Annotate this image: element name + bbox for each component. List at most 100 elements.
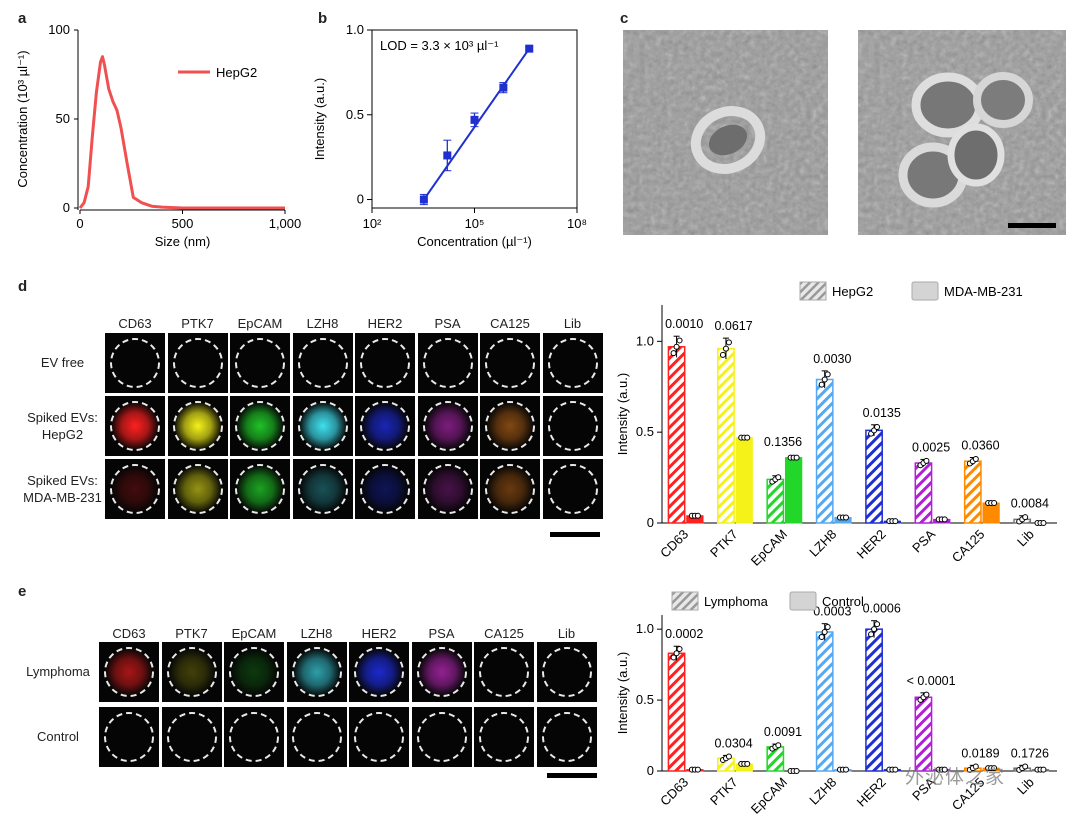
well-outline [235,464,285,514]
p-value-label: 0.0135 [863,406,901,420]
signal-glow [236,402,284,450]
well-outline [354,712,404,762]
well-outline [291,647,342,697]
y-tick-label: 0.5 [636,424,654,439]
legend-label: MDA-MB-231 [944,284,1023,299]
replicate-dot [842,514,849,521]
micrograph-cell [536,642,597,702]
y-axis-label: Intensity (a.u.) [615,373,630,455]
column-header: EpCAM [237,316,283,331]
x-tick-label: PTK7 [707,527,741,561]
signal-glow [111,465,159,513]
micrograph-cell [542,333,603,393]
micrograph-cell [286,642,347,702]
micrograph-signal [297,401,348,451]
micrograph-signal [110,401,160,451]
column-header: PSA [434,316,461,331]
signal-glow [361,402,409,450]
replicate-dot [818,634,825,641]
replicate-dot [1022,514,1029,521]
replicate-dot [775,742,782,749]
well-outline [541,712,592,762]
micrograph-signal [547,464,598,514]
y-tick-label: 0 [647,515,654,530]
y-tick-label: 50 [56,111,70,126]
signal-glow [486,402,534,450]
bar-hepg2 [865,429,883,524]
x-tick-label: 10² [363,216,382,231]
panel-label-b: b [318,10,328,27]
replicate-dot [793,454,800,461]
micrograph-signal [291,647,342,697]
column-header: Lib [563,316,582,331]
p-value-label: 0.0003 [813,605,851,619]
micrograph-cell [480,333,540,393]
well-outline [360,338,410,388]
well-outline [360,464,410,514]
well-outline [547,401,598,451]
column-header: PTK7 [181,316,214,331]
replicate-dot [722,345,729,352]
replicate-dot [818,381,825,388]
replicate-dot [871,626,878,633]
replicate-dot [1040,766,1047,773]
replicate-dot [673,343,680,350]
signal-glow [230,648,278,696]
replicate-dot [1040,520,1047,526]
well-outline [110,338,160,388]
chart-b: 10² 10⁵ 10⁸ 0 0.5 1.0 Concentration (µl⁻¹) Inte… [312,22,587,249]
row-label-line: EV free [40,355,85,370]
replicate-dot [874,424,881,431]
row-label: Lymphoma [18,663,98,680]
well-outline [110,464,160,514]
column-header: PTK7 [175,626,208,641]
y-tick-label: 0 [63,200,70,215]
legend-swatch-solid [789,591,817,611]
well-outline [229,647,279,697]
micrograph-signal [422,338,473,388]
replicate-dot [670,654,677,661]
p-value-label: 0.0189 [961,746,999,760]
well-outline [104,647,154,697]
signal-glow [111,402,159,450]
well-outline [422,401,473,451]
x-tick-label: LZH8 [806,527,839,560]
x-axis-label: Concentration (µl⁻¹) [417,234,532,249]
row-label-line: Control [37,729,79,744]
row-label: Spiked EVs: MDA-MB-231 [20,472,105,506]
p-value-label: 0.1356 [764,435,802,449]
column-header: HER2 [367,316,403,331]
micrograph-signal [166,712,217,762]
well-outline [479,647,529,697]
micrograph-cell [105,333,165,393]
micrograph-cell [161,642,222,702]
y-axis-label: Intensity (a.u.) [312,78,327,160]
legend-label: Control [822,594,864,609]
x-tick-label: PTK7 [707,775,741,809]
y-tick-label: 1.0 [636,621,654,636]
micrograph-cell [230,459,290,519]
panel-label-a: a [18,10,27,27]
x-tick-label: Lib [1014,775,1037,798]
micrograph-signal [235,338,285,388]
row-label-line: Spiked EVs: [27,410,98,425]
replicate-dot [824,371,831,378]
row-label-line: HepG2 [41,427,84,442]
y-tick-label: 0 [357,192,364,207]
micrograph-signal [485,401,535,451]
replicate-dot [842,766,849,773]
signal-glow [173,465,222,513]
micrograph-cell [417,396,478,456]
well-outline [235,338,285,388]
signal-glow [355,648,403,696]
bar-mda-mb-231 [784,457,803,524]
well-outline [541,647,592,697]
x-tick-label: 10⁵ [465,216,485,231]
micrograph-cell [542,396,603,456]
signal-glow [105,648,153,696]
micrograph-cell [167,333,228,393]
micrograph-signal [547,338,598,388]
em-image-single-ev [623,30,828,235]
signal-glow [361,465,409,513]
y-tick-label: 1.0 [346,22,364,37]
